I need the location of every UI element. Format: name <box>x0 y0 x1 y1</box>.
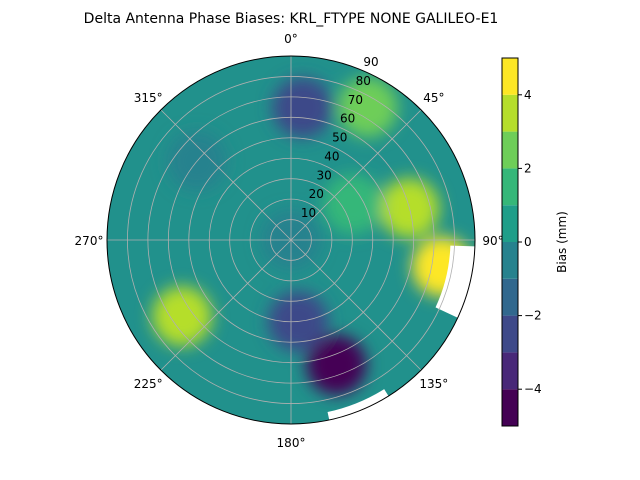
colorbar-level-2 <box>502 315 518 353</box>
bias-feature-6 <box>152 286 213 347</box>
angular-tick-labels: 0° 45° 90° 135° 180° 225° 270° 315° <box>75 32 504 450</box>
colorbar-ticks: 4 2 0 −2 −4 <box>518 88 542 396</box>
polar-grid <box>107 56 475 424</box>
colorbar-label: Bias (mm) <box>555 211 569 273</box>
radial-tick-label-6: 70 <box>348 93 363 107</box>
angle-tick-label-7: 315° <box>134 91 163 105</box>
colorbar-level-9 <box>502 58 518 95</box>
colorbar-level-4 <box>502 242 518 279</box>
grid-spoke-3 <box>290 239 422 371</box>
colorbar-level-6 <box>502 168 518 206</box>
angle-tick-label-3: 135° <box>419 377 448 391</box>
colorbar-levels <box>502 58 518 426</box>
radial-tick-label-4: 50 <box>332 131 347 145</box>
colorbar-level-1 <box>502 352 518 390</box>
radial-tick-label-7: 80 <box>356 74 371 88</box>
radial-tick-label-5: 60 <box>340 112 355 126</box>
colorbar-level-7 <box>502 131 518 169</box>
radial-tick-label-1: 20 <box>309 187 324 201</box>
radial-tick-label-0: 10 <box>301 206 316 220</box>
colorbar-level-8 <box>502 94 518 132</box>
bias-feature-8 <box>322 174 383 235</box>
colorbar-tick-label-1: 2 <box>524 161 532 175</box>
angle-tick-label-5: 225° <box>134 377 163 391</box>
grid-spoke-7 <box>160 109 292 241</box>
colorbar: 4 2 0 −2 −4 Bias (mm) <box>501 57 569 427</box>
colorbar-tick-label-3: −2 <box>524 309 542 323</box>
bias-feature-2 <box>337 77 398 138</box>
angle-tick-label-1: 45° <box>423 91 444 105</box>
polar-plot: 10 20 30 40 50 60 70 80 90 0° 45° 90° 135° 180° 225° 2… <box>75 32 504 450</box>
colorbar-tick-label-0: 4 <box>524 88 532 102</box>
colorbar-tick-label-2: 0 <box>524 235 532 249</box>
colorbar-level-3 <box>502 278 518 316</box>
chart-title: Delta Antenna Phase Biases: KRL_FTYPE NO… <box>84 11 499 27</box>
angle-tick-label-4: 180° <box>277 436 306 450</box>
radial-tick-label-8: 90 <box>363 55 378 69</box>
radial-tick-label-2: 30 <box>316 168 331 182</box>
radial-tick-label-3: 40 <box>324 149 339 163</box>
radial-tick-labels: 10 20 30 40 50 60 70 80 90 <box>301 55 379 220</box>
bias-feature-3 <box>272 77 333 138</box>
grid-spoke-1 <box>290 109 422 241</box>
angle-tick-label-6: 270° <box>75 234 104 248</box>
grid-spoke-5 <box>160 239 292 371</box>
colorbar-level-0 <box>502 389 518 426</box>
colorbar-level-5 <box>502 205 518 242</box>
colorbar-tick-label-4: −4 <box>524 382 542 396</box>
polar-frame <box>106 55 476 425</box>
angle-tick-label-0: 0° <box>284 32 298 46</box>
angle-tick-label-2: 90° <box>482 234 503 248</box>
